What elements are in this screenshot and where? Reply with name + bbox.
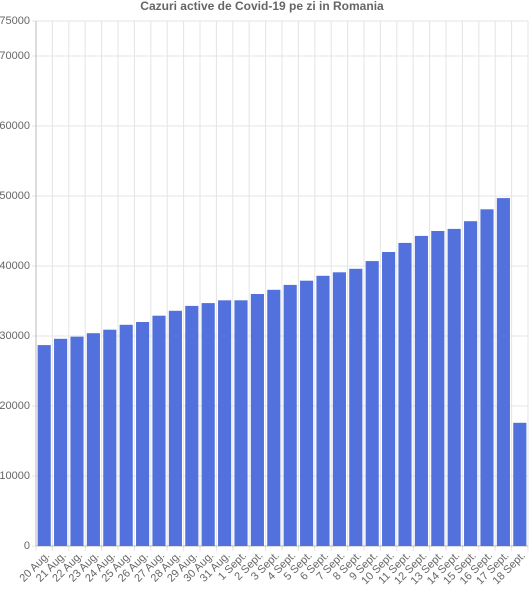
bar <box>103 329 117 546</box>
bar <box>480 209 494 547</box>
bar <box>267 289 281 546</box>
y-tick-label: 70000 <box>0 50 30 62</box>
bar <box>86 333 100 546</box>
bar <box>168 310 182 546</box>
bar <box>185 305 199 546</box>
y-tick-label: 75000 <box>0 15 30 27</box>
bar <box>136 322 150 546</box>
bar <box>250 294 264 546</box>
bar <box>54 338 68 546</box>
y-tick-label: 60000 <box>0 120 30 132</box>
bar <box>218 300 232 546</box>
bar <box>414 235 428 546</box>
bar <box>119 324 133 546</box>
bar <box>382 252 396 546</box>
bar <box>316 275 330 546</box>
y-tick-label: 40000 <box>0 260 30 272</box>
bar <box>496 198 510 546</box>
bar <box>201 303 215 546</box>
bar <box>300 280 314 546</box>
bar <box>37 345 51 546</box>
y-tick-label: 50000 <box>0 190 30 202</box>
bar <box>234 300 248 546</box>
bar <box>283 284 297 546</box>
bar <box>447 228 461 546</box>
bar <box>365 261 379 546</box>
bar <box>513 422 527 546</box>
bar <box>398 242 412 546</box>
bar <box>349 268 363 546</box>
y-tick-label: 20000 <box>0 400 30 412</box>
y-tick-label: 30000 <box>0 330 30 342</box>
chart-title: Cazuri active de Covid-19 pe zi in Roman… <box>140 0 384 13</box>
bar <box>70 336 84 546</box>
bar <box>464 221 478 546</box>
bar <box>431 231 445 546</box>
bar <box>152 315 166 546</box>
bar <box>332 272 346 546</box>
y-tick-label: 10000 <box>0 470 30 482</box>
y-tick-label: 0 <box>24 540 30 552</box>
